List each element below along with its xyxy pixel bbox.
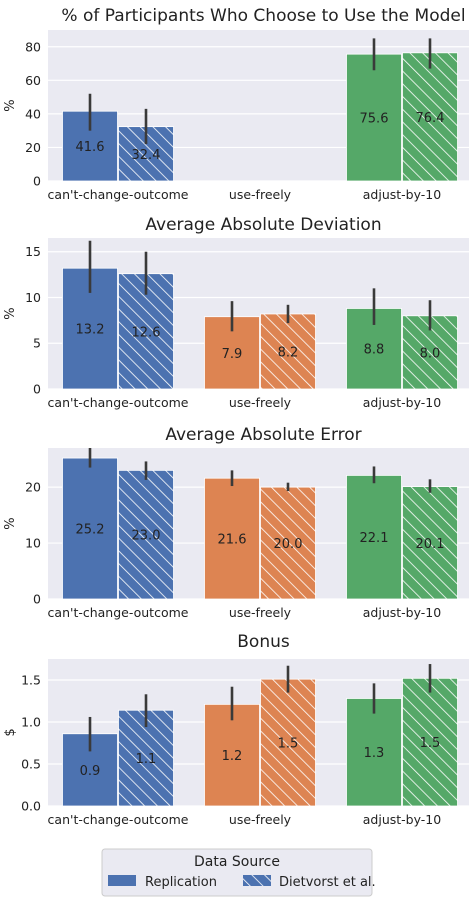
bar-dietvorst — [118, 469, 174, 600]
x-tick-label: use-freely — [229, 605, 292, 620]
legend: Data Source Replication Dietvorst et al. — [101, 848, 376, 897]
y-tick-label: 80 — [25, 39, 41, 54]
y-tick-label: 10 — [25, 290, 41, 305]
legend-title: Data Source — [194, 854, 280, 870]
panel-3: 0 10 20 Average Absolute Error% can't-change… — [3, 425, 469, 620]
data-label: 13.2 — [76, 323, 105, 338]
y-tick-label: 1.5 — [21, 673, 41, 688]
legend-swatch-replication — [108, 875, 136, 886]
y-axis-label: % — [3, 517, 18, 529]
data-label: 8.2 — [278, 345, 299, 360]
chart-title: % of Participants Who Choose to Use the … — [61, 6, 465, 26]
x-tick-label: can't-change-outcome — [48, 395, 189, 410]
legend-label-replication: Replication — [145, 875, 217, 890]
y-tick-label: 20 — [25, 140, 41, 155]
y-tick-label: 5 — [33, 336, 41, 351]
panel-1: 0 20 40 60 80 % of Participants Who Choose to… — [3, 6, 469, 202]
x-tick-label: can't-change-outcome — [48, 812, 189, 827]
data-label: 7.9 — [222, 347, 243, 362]
data-label: 12.6 — [132, 325, 161, 340]
panel-2: 0 5 10 15 Average Absolute Deviation% can't-c… — [3, 215, 469, 410]
y-tick-label: 60 — [25, 73, 41, 88]
data-label: 8.0 — [420, 346, 441, 361]
y-tick-label: 10 — [25, 536, 41, 551]
bar-replication — [346, 698, 402, 807]
bar-dietvorst — [402, 486, 458, 600]
bar-replication — [346, 53, 402, 182]
data-label: 1.2 — [222, 749, 243, 764]
x-tick-label: can't-change-outcome — [48, 187, 189, 202]
bar-dietvorst — [260, 486, 316, 600]
data-label: 23.0 — [132, 529, 161, 544]
y-tick-label: 0 — [33, 382, 41, 397]
y-tick-label: 0.5 — [21, 757, 41, 772]
x-tick-label: use-freely — [229, 812, 292, 827]
x-tick-label: use-freely — [229, 395, 292, 410]
data-label: 22.1 — [360, 531, 389, 546]
y-axis-label: $ — [3, 728, 18, 736]
x-tick-label: use-freely — [229, 187, 292, 202]
data-label: 75.6 — [360, 112, 389, 127]
chart-title: Average Absolute Deviation — [145, 215, 381, 235]
y-tick-label: 40 — [25, 106, 41, 121]
chart-title: Average Absolute Error — [165, 425, 361, 445]
x-tick-label: adjust-by-10 — [363, 605, 441, 620]
data-label: 41.6 — [76, 140, 105, 155]
bar-replication — [346, 475, 402, 600]
x-tick-label: adjust-by-10 — [363, 395, 441, 410]
legend-box — [101, 848, 373, 897]
y-tick-label: 1.0 — [21, 715, 41, 730]
y-axis-label: % — [3, 307, 18, 319]
y-tick-label: 0 — [33, 592, 41, 607]
y-tick-label: 0.0 — [21, 799, 41, 814]
data-label: 20.1 — [416, 537, 445, 552]
data-label: 32.4 — [132, 148, 161, 163]
data-label: 76.4 — [416, 111, 445, 126]
bar-dietvorst — [118, 126, 174, 182]
bar-replication — [62, 457, 118, 600]
data-label: 25.2 — [76, 523, 105, 538]
x-tick-label: can't-change-outcome — [48, 605, 189, 620]
bar-dietvorst — [260, 313, 316, 390]
y-tick-label: 20 — [25, 480, 41, 495]
data-label: 1.5 — [420, 736, 441, 751]
y-tick-label: 0 — [33, 174, 41, 189]
bar-dietvorst — [402, 52, 458, 182]
data-label: 1.5 — [278, 737, 299, 752]
data-label: 1.1 — [136, 752, 157, 767]
data-label: 1.3 — [364, 746, 385, 761]
x-tick-label: adjust-by-10 — [363, 812, 441, 827]
data-label: 0.9 — [80, 764, 101, 779]
y-axis-label: % — [3, 99, 18, 111]
data-label: 21.6 — [218, 533, 247, 548]
y-tick-label: 15 — [25, 244, 41, 259]
x-tick-label: adjust-by-10 — [363, 187, 441, 202]
legend-swatch-dietvorst — [243, 875, 271, 886]
panel-4: 0.0 0.5 1.0 1.5 Bonus $ can't-change-outcome us… — [3, 632, 469, 827]
data-label: 8.8 — [364, 343, 385, 358]
legend-label-dietvorst: Dietvorst et al. — [279, 875, 376, 890]
bar-dietvorst — [402, 677, 458, 807]
chart-title: Bonus — [237, 632, 290, 652]
data-label: 20.0 — [274, 537, 303, 552]
